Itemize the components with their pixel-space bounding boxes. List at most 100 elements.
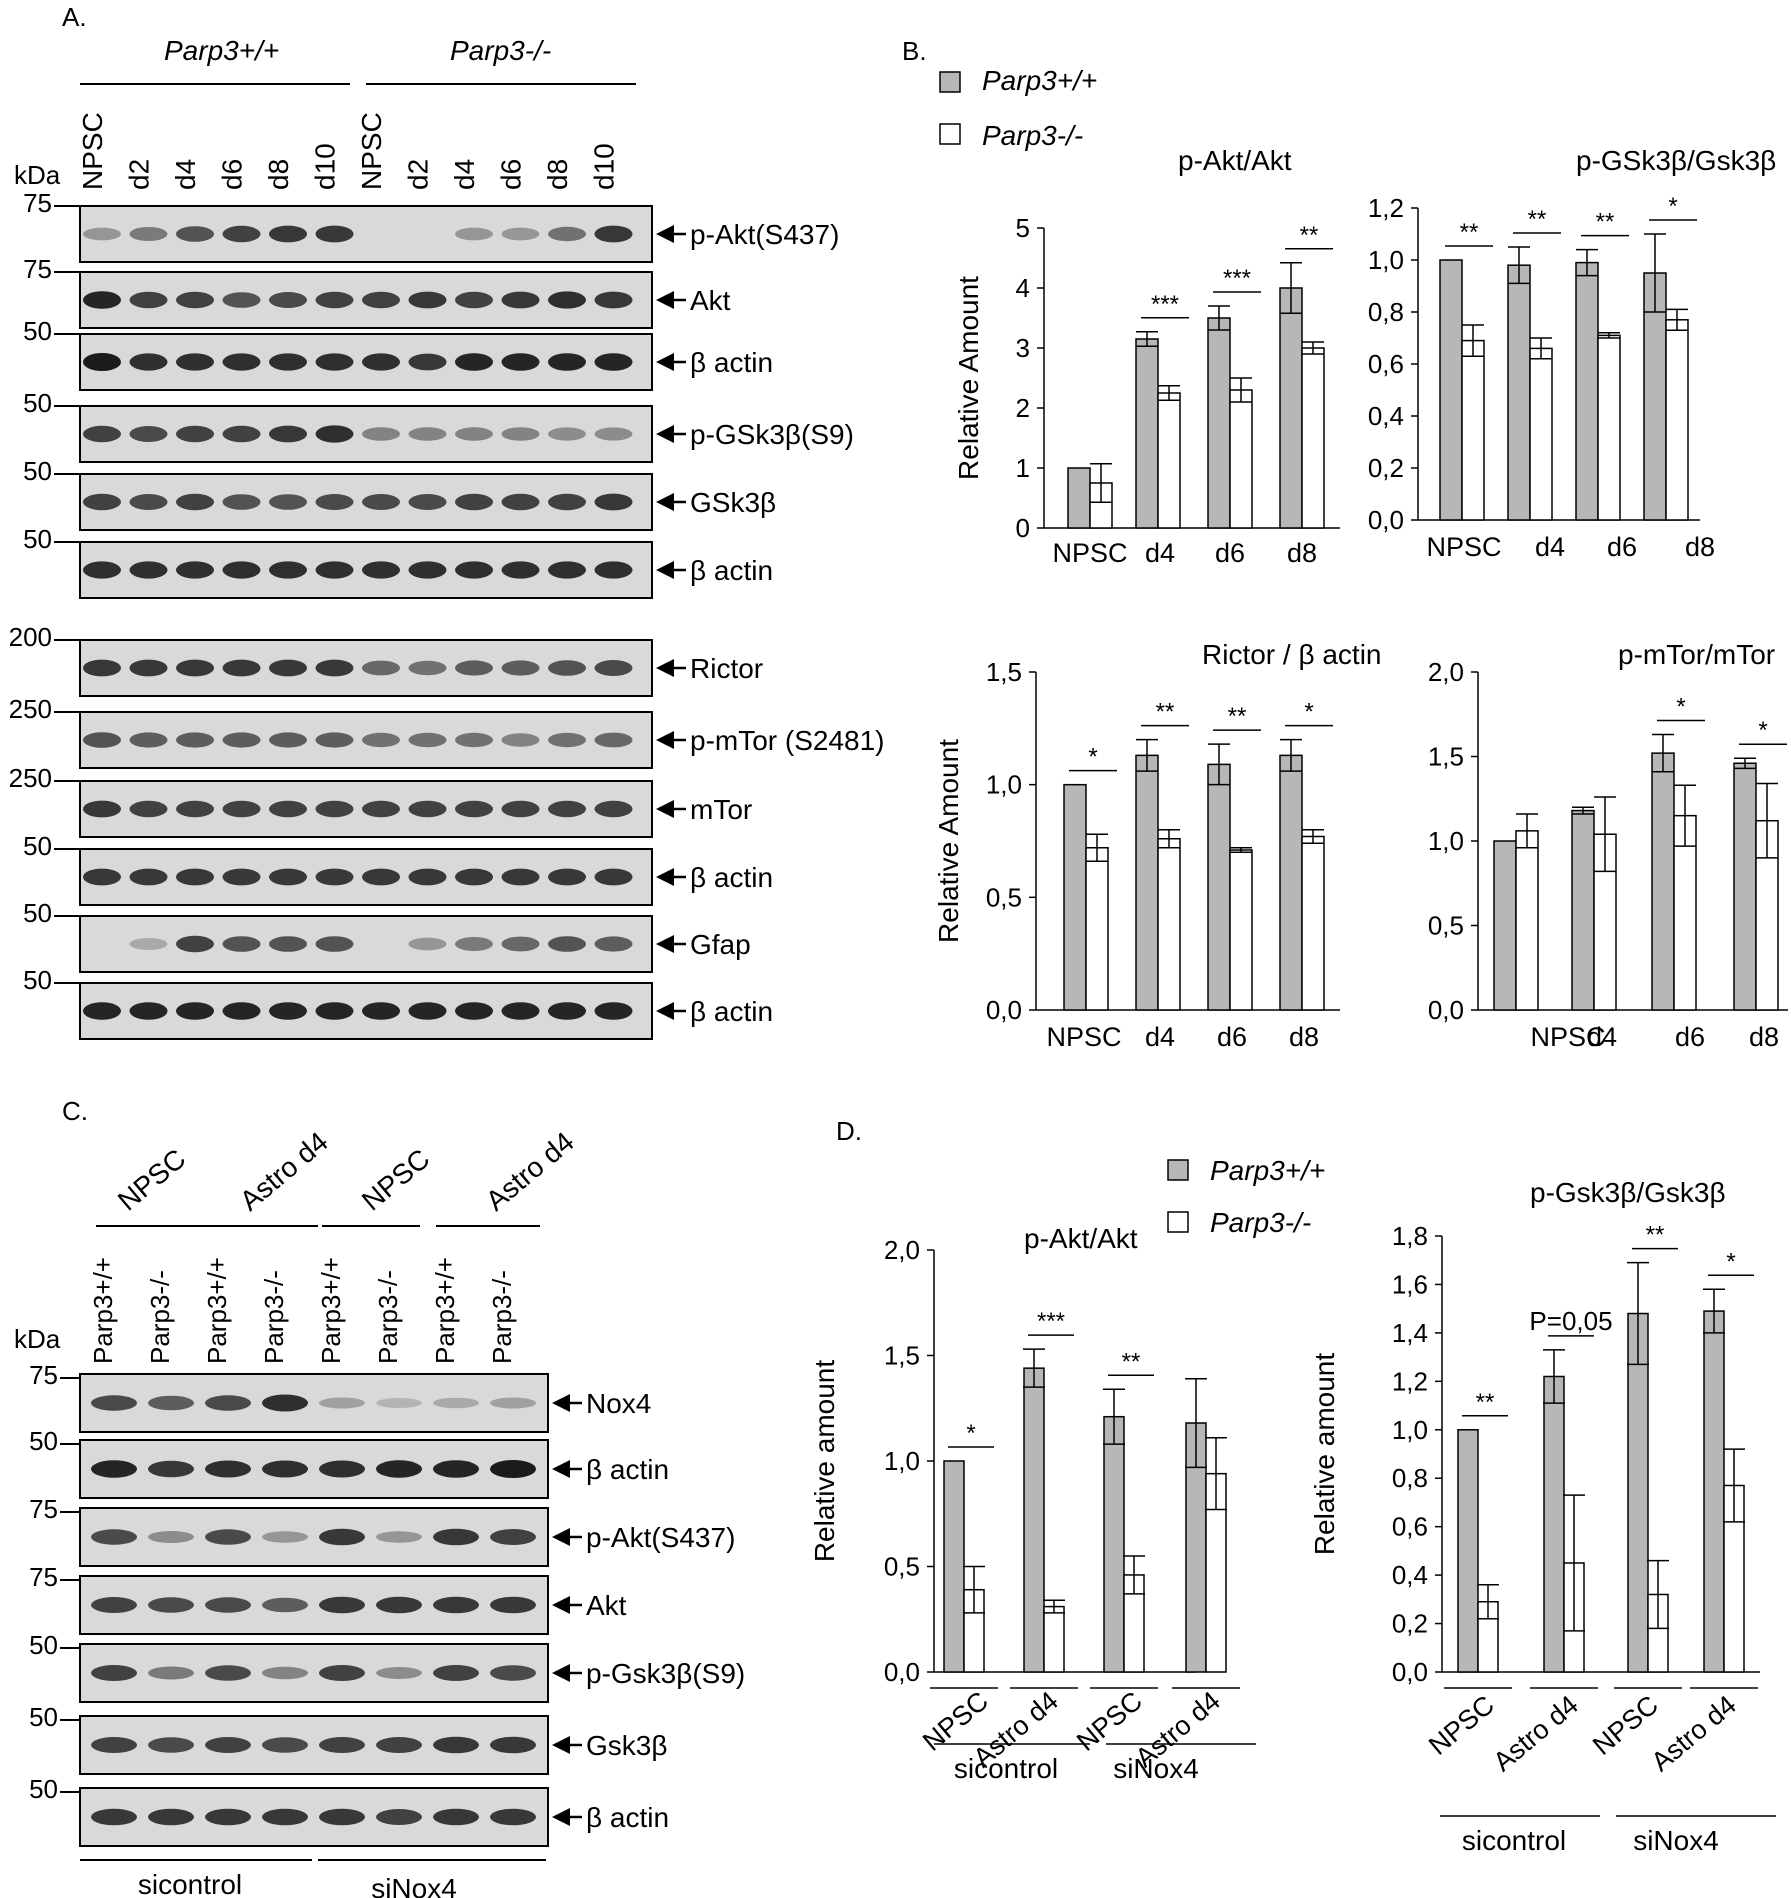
band <box>408 1002 447 1020</box>
y-tick-label: 0,0 <box>1428 995 1464 1025</box>
arrow-icon <box>552 1736 570 1754</box>
marker-75: 75 <box>23 254 52 284</box>
blot-gfap: 50 Gfap <box>23 898 751 973</box>
significance-label: * <box>1304 699 1313 726</box>
arrow-icon <box>552 1528 570 1546</box>
band <box>433 1528 479 1546</box>
band <box>129 868 168 886</box>
y-tick-label: 0,5 <box>884 1552 920 1582</box>
panel-d-legend-wt: Parp3+/+ <box>1210 1155 1325 1186</box>
lane-label-d10: d10 <box>589 143 620 190</box>
band <box>548 291 586 309</box>
band <box>91 1395 137 1411</box>
lane-label-d8: d8 <box>263 159 294 190</box>
blot-actin: 50 β actin <box>23 316 773 391</box>
blot-gsk3: 50 Gsk3β <box>29 1702 667 1775</box>
band <box>83 493 121 511</box>
band <box>205 1597 251 1613</box>
protein-label: p-Akt(S437) <box>690 219 839 250</box>
band <box>408 291 447 309</box>
band <box>148 1460 194 1478</box>
significance-label: ** <box>1300 222 1319 249</box>
band <box>205 1737 251 1753</box>
band <box>455 937 493 951</box>
band <box>269 494 307 510</box>
band <box>269 425 307 443</box>
panel-a-group-ko: Parp3-/- <box>450 35 551 66</box>
band <box>262 1808 308 1826</box>
band <box>594 868 633 886</box>
marker-75: 75 <box>29 1494 58 1524</box>
significance-label: ** <box>1122 1348 1141 1375</box>
treatment-label-sinox4: siNox4 <box>1113 1753 1199 1784</box>
significance-label: *** <box>1037 1308 1065 1335</box>
bar-parp3-d8 <box>1279 754 1303 1011</box>
y-tick-label: 0,0 <box>1392 1657 1428 1687</box>
y-tick-label: 2 <box>1016 393 1030 423</box>
band <box>315 1002 354 1020</box>
panel-c-treatment-sinox4: siNox4 <box>371 1873 457 1898</box>
band <box>501 660 540 676</box>
band <box>319 1665 365 1681</box>
bar-parp3-d8 <box>1301 347 1325 529</box>
band <box>83 353 121 371</box>
band <box>176 659 214 677</box>
category-label-npsc: NPSC <box>1423 1690 1500 1761</box>
band <box>91 1808 137 1826</box>
panel-a-blots: 75 p-Akt(S437) 75 Akt 50 β actin 50 p-GSk3β(S9)… <box>9 188 885 1040</box>
marker-50: 50 <box>23 524 52 554</box>
category-label-d4: d4 <box>1145 538 1175 568</box>
band <box>269 868 307 886</box>
y-tick-label: 1,4 <box>1392 1318 1428 1348</box>
band <box>148 1666 194 1680</box>
band <box>91 1460 137 1478</box>
band <box>455 1002 493 1020</box>
arrow-icon <box>656 1002 674 1020</box>
bar-parp3-d8 <box>1733 762 1757 1011</box>
band <box>269 659 307 677</box>
band <box>315 494 354 510</box>
marker-50: 50 <box>29 1702 58 1732</box>
band <box>408 660 447 676</box>
band <box>548 226 586 242</box>
marker-250: 250 <box>9 694 52 724</box>
band <box>548 732 586 748</box>
band <box>501 936 540 952</box>
category-label-npsc: NPSC <box>1530 1022 1605 1052</box>
blot-actin: 50 β actin <box>29 1774 669 1847</box>
band <box>408 494 447 510</box>
marker-50: 50 <box>23 388 52 418</box>
chart-title: p-Akt/Akt <box>1178 145 1292 176</box>
band <box>315 425 354 443</box>
arrow-icon <box>552 1808 570 1826</box>
y-tick-label: 1,2 <box>1368 193 1404 223</box>
band <box>455 660 493 676</box>
significance-label: * <box>1668 193 1677 220</box>
bar-parp3-npsc <box>1515 830 1539 1011</box>
panel-a-letter: A. <box>62 2 87 32</box>
bar-parp3-d4 <box>1135 338 1159 529</box>
band <box>408 868 447 886</box>
protein-label: Gfap <box>690 929 751 960</box>
protein-label: β actin <box>690 555 773 586</box>
band <box>129 938 168 950</box>
band <box>319 1808 365 1826</box>
y-axis-label: Relative amount <box>809 1360 840 1563</box>
bar-parp3-d4 <box>1571 809 1595 1011</box>
chart-p-gsk3b-gsk3b: p-GSk3β/Gsk3β 0,0 0,2 0,4 0,6 0,8 1,0 1,2 ** NPSC… <box>1368 145 1776 562</box>
significance-label: *** <box>1151 291 1179 318</box>
band <box>148 1531 194 1543</box>
blot-nox4: 75 Nox4 <box>29 1360 651 1433</box>
band <box>176 868 214 886</box>
band <box>490 1596 536 1614</box>
band <box>222 561 261 579</box>
treatment-label-sinox4: siNox4 <box>1633 1825 1719 1856</box>
band <box>222 800 261 818</box>
band <box>269 561 307 579</box>
band <box>83 425 121 443</box>
genotype-label-parp3: Parp3+/+ <box>202 1257 232 1364</box>
legend-swatch-wt <box>1167 1159 1189 1181</box>
panel-c-kda-label: kDa <box>14 1324 61 1354</box>
band <box>129 426 168 442</box>
y-tick-label: 2,0 <box>884 1235 920 1265</box>
